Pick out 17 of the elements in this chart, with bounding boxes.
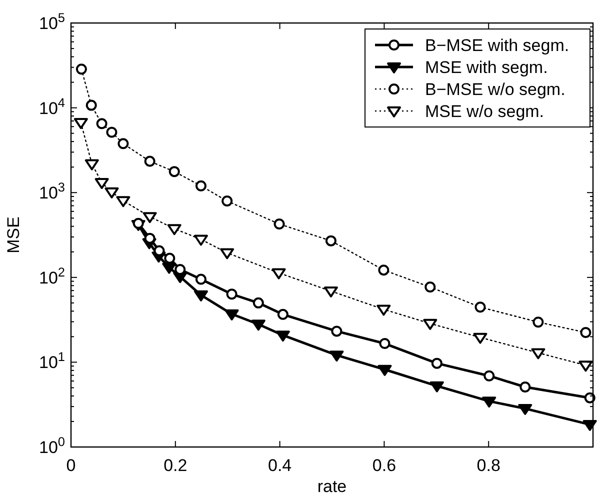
x-tick-label: 0.6 bbox=[372, 456, 396, 475]
legend-label: B−MSE w/o segm. bbox=[425, 80, 566, 99]
legend-label: MSE w/o segm. bbox=[425, 102, 544, 121]
y-tick-label: 10$^{5}$ bbox=[38, 9, 65, 33]
legend-label: MSE with segm. bbox=[425, 58, 548, 77]
y-tick-label: 10$^{0}$ bbox=[38, 433, 65, 457]
y-tick-label: 10$^{4}$ bbox=[38, 94, 65, 118]
y-tick-label: 10$^{2}$ bbox=[38, 264, 65, 288]
legend-label: B−MSE with segm. bbox=[425, 36, 570, 55]
y-tick-label: 10$^{1}$ bbox=[38, 348, 65, 372]
x-axis-title: rate bbox=[317, 477, 347, 496]
x-tick-label: 0 bbox=[66, 456, 76, 475]
x-tick-label: 0.8 bbox=[476, 456, 500, 475]
y-axis-title: MSE bbox=[4, 216, 23, 254]
y-tick-label: 10$^{3}$ bbox=[38, 179, 65, 203]
x-tick-label: 0.2 bbox=[164, 456, 188, 475]
x-tick-label: 0.4 bbox=[268, 456, 292, 475]
